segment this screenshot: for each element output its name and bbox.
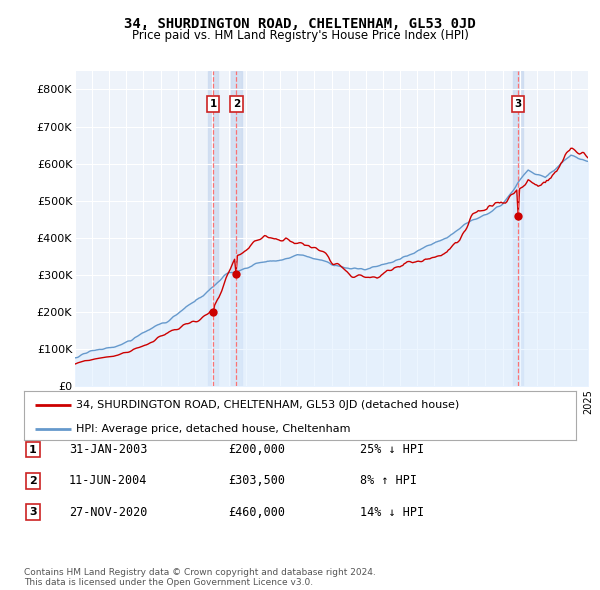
Text: 34, SHURDINGTON ROAD, CHELTENHAM, GL53 0JD: 34, SHURDINGTON ROAD, CHELTENHAM, GL53 0…: [124, 17, 476, 31]
Bar: [513, 71, 523, 386]
Text: 3: 3: [514, 99, 521, 109]
Text: Contains HM Land Registry data © Crown copyright and database right 2024.
This d: Contains HM Land Registry data © Crown c…: [24, 568, 376, 587]
Text: 25% ↓ HPI: 25% ↓ HPI: [360, 443, 424, 456]
Bar: [231, 71, 242, 386]
Text: £200,000: £200,000: [228, 443, 285, 456]
Text: 34, SHURDINGTON ROAD, CHELTENHAM, GL53 0JD (detached house): 34, SHURDINGTON ROAD, CHELTENHAM, GL53 0…: [76, 399, 460, 409]
Text: 1: 1: [29, 445, 37, 454]
Text: 14% ↓ HPI: 14% ↓ HPI: [360, 506, 424, 519]
Bar: [208, 71, 218, 386]
Text: HPI: Average price, detached house, Cheltenham: HPI: Average price, detached house, Chel…: [76, 424, 351, 434]
Text: £303,500: £303,500: [228, 474, 285, 487]
Text: 11-JUN-2004: 11-JUN-2004: [69, 474, 148, 487]
Text: 2: 2: [233, 99, 240, 109]
Text: Price paid vs. HM Land Registry's House Price Index (HPI): Price paid vs. HM Land Registry's House …: [131, 30, 469, 42]
Text: 27-NOV-2020: 27-NOV-2020: [69, 506, 148, 519]
Text: 1: 1: [209, 99, 217, 109]
Text: £460,000: £460,000: [228, 506, 285, 519]
Text: 8% ↑ HPI: 8% ↑ HPI: [360, 474, 417, 487]
Text: 2: 2: [29, 476, 37, 486]
Text: 3: 3: [29, 507, 37, 517]
Text: 31-JAN-2003: 31-JAN-2003: [69, 443, 148, 456]
